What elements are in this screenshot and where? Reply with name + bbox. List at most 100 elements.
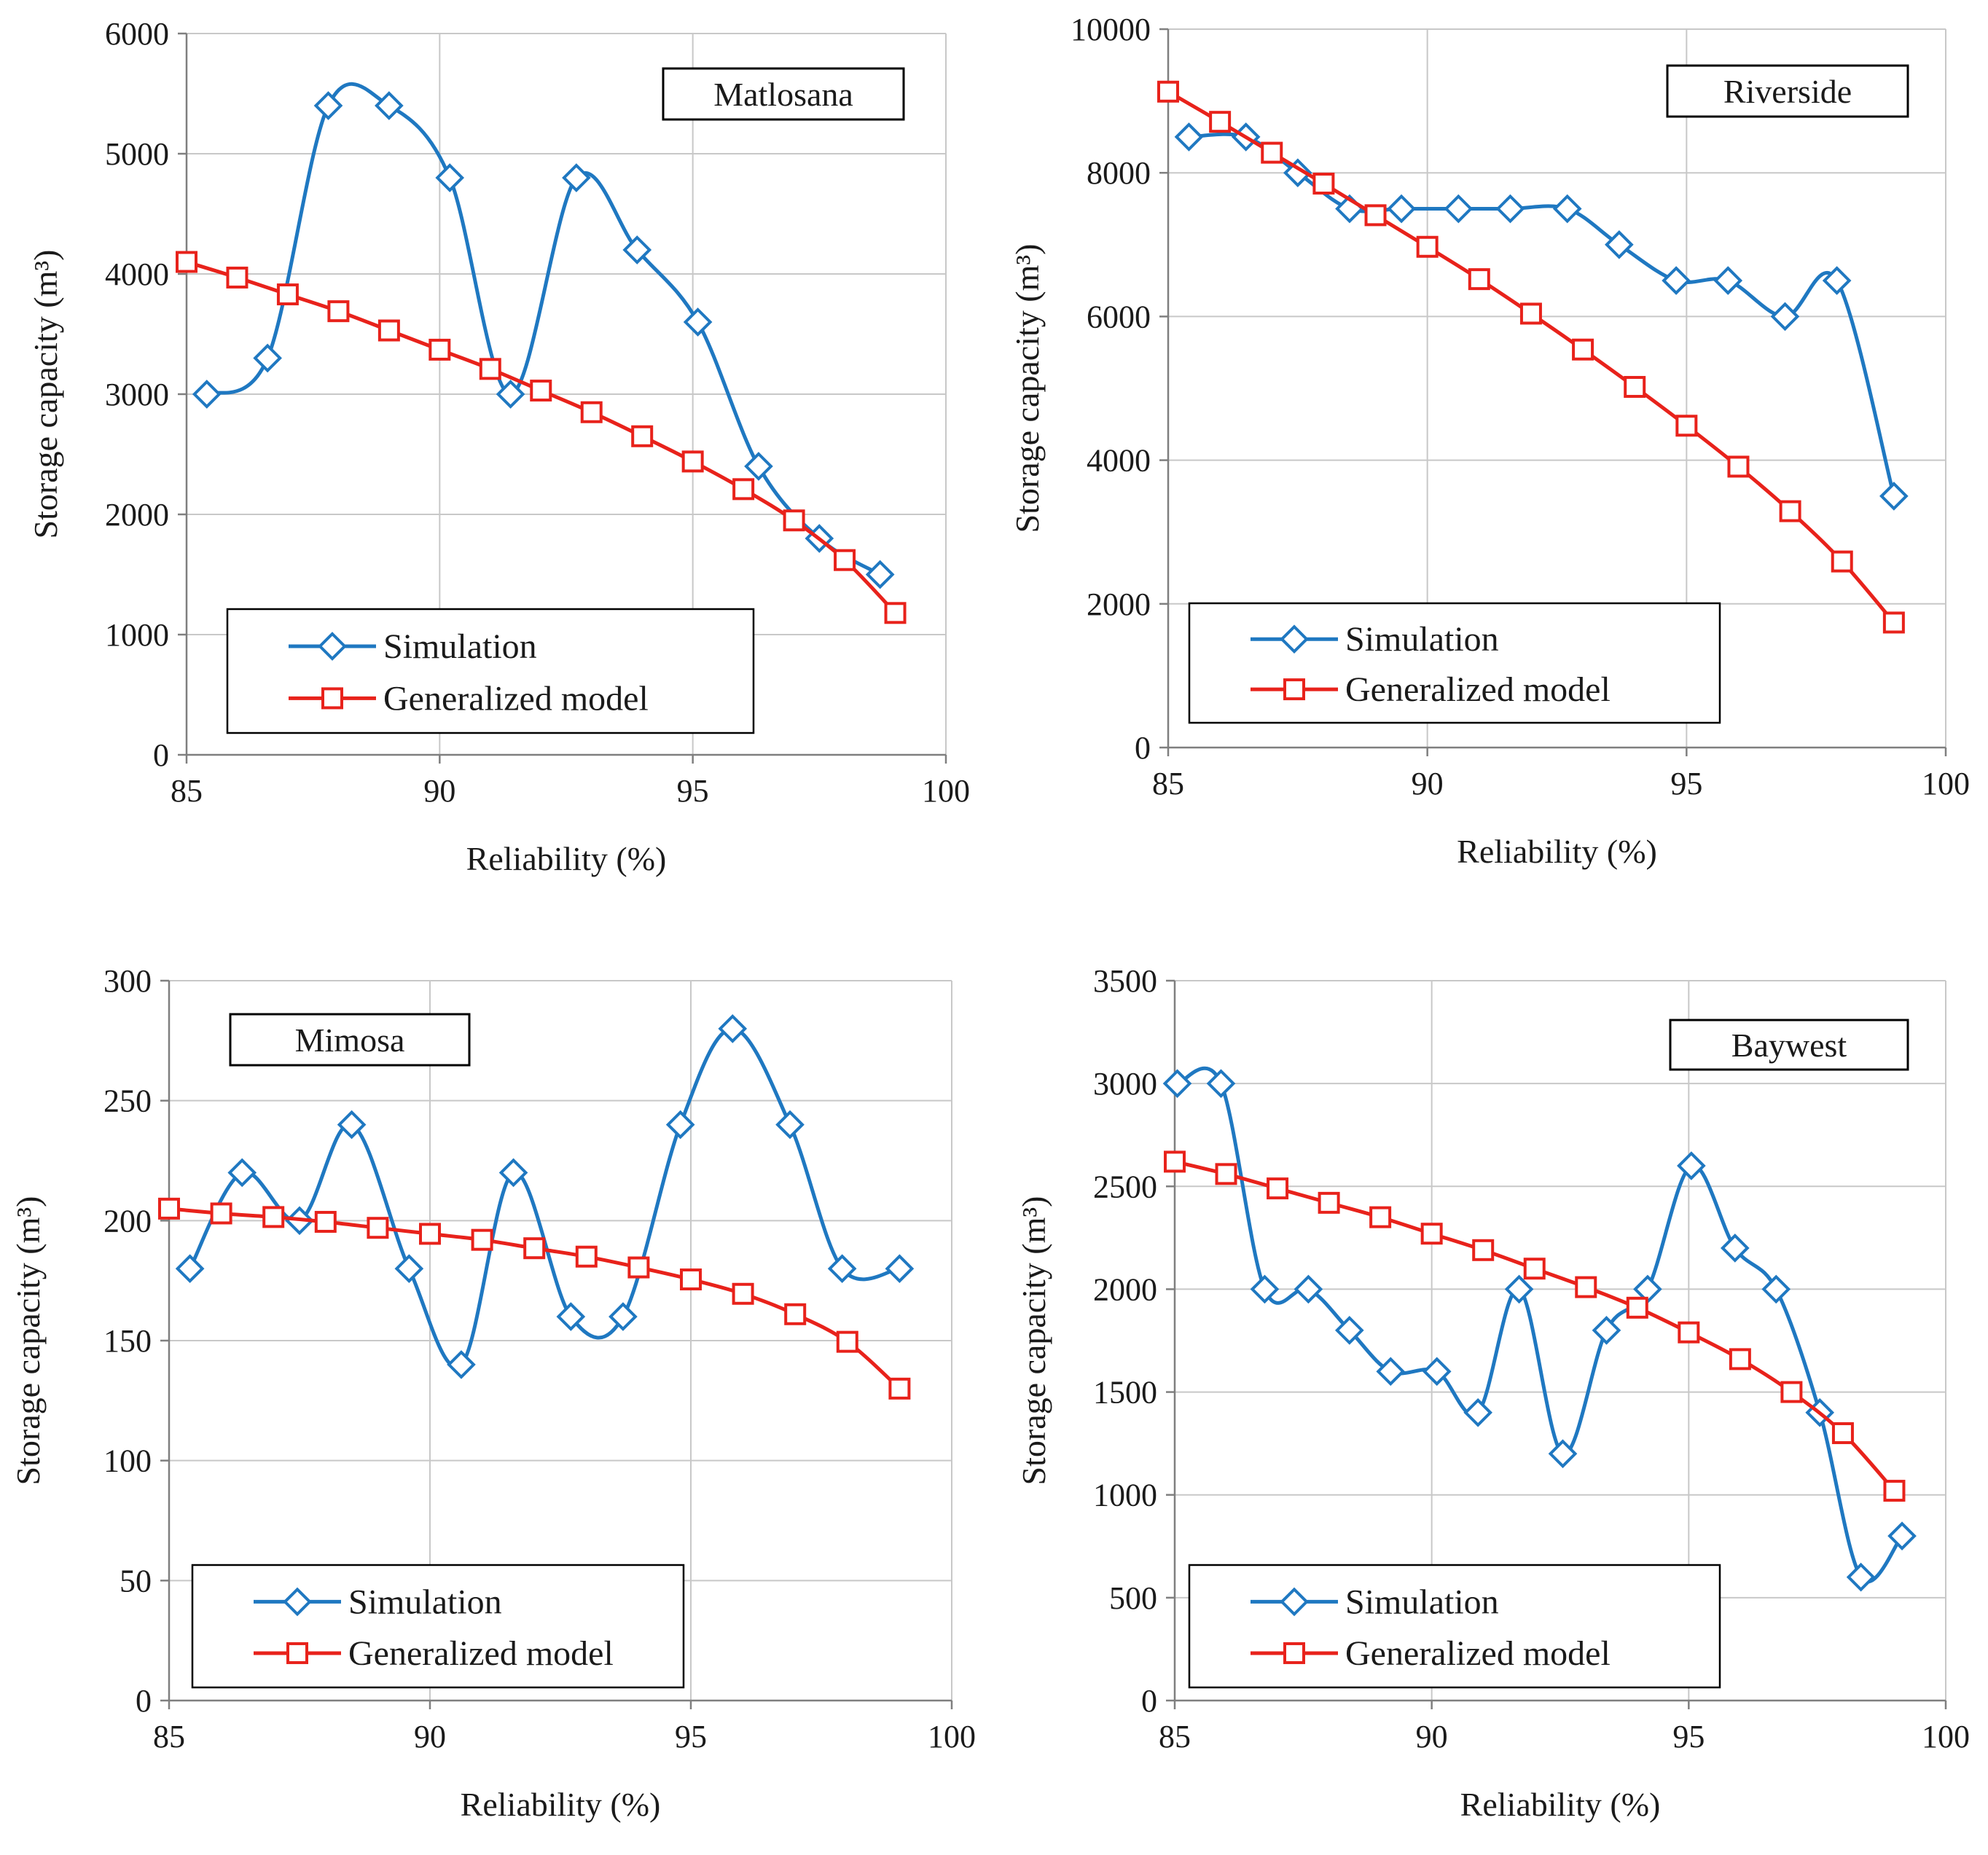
y-tick-label: 0: [136, 1683, 152, 1719]
data-point: [631, 425, 654, 447]
data-point: [1729, 1348, 1751, 1370]
y-tick-label: 6000: [1087, 299, 1151, 334]
series-line: [1176, 1066, 1903, 1584]
data-point: [865, 560, 895, 589]
data-point: [314, 1210, 337, 1233]
legend-diamond-icon: [283, 1587, 312, 1617]
data-point: [575, 1245, 598, 1268]
data-point: [744, 452, 773, 481]
y-tick-label: 6000: [105, 16, 169, 52]
data-point: [1879, 482, 1909, 511]
y-tick-label: 3000: [1093, 1066, 1157, 1102]
x-tick-label: 100: [1922, 1719, 1970, 1754]
data-point: [498, 1158, 528, 1188]
data-point: [375, 91, 404, 120]
data-point: [1157, 80, 1179, 103]
chart-riverside: 0 2000 4000 6000 8000 10000 85 90 95 100 Reliabili…: [1009, 12, 1970, 870]
x-tick-label: 95: [1672, 1719, 1705, 1754]
data-point: [680, 1268, 702, 1291]
series-line: [1174, 1159, 1896, 1492]
series-line: [168, 1207, 901, 1390]
data-point: [732, 1282, 754, 1305]
data-point: [885, 1254, 915, 1284]
data-point: [337, 1110, 367, 1140]
x-axis-title: Reliability (%): [466, 840, 667, 877]
data-point: [1572, 338, 1594, 361]
data-point: [1548, 1439, 1578, 1469]
series-simulation: [1162, 1066, 1917, 1592]
data-point: [1364, 204, 1387, 227]
y-tick-label: 2000: [1087, 587, 1151, 622]
data-point: [394, 1254, 424, 1284]
y-tick-label: 50: [120, 1563, 152, 1599]
data-point: [1831, 550, 1853, 573]
y-tick-label: 10000: [1071, 12, 1151, 47]
data-point: [276, 283, 299, 306]
data-point: [1831, 1422, 1854, 1445]
legend-border: [1188, 602, 1721, 724]
data-point: [665, 1110, 695, 1140]
y-tick-label: 0: [1135, 730, 1151, 766]
station-label: Mimosa: [295, 1021, 405, 1059]
data-point: [428, 338, 451, 361]
y-tick-label: 2000: [1093, 1271, 1157, 1307]
data-point: [377, 319, 400, 342]
series-line: [186, 260, 897, 615]
data-point: [1770, 302, 1800, 332]
data-point: [262, 1206, 285, 1228]
x-tick-label: 100: [922, 773, 970, 809]
x-tick-label: 85: [153, 1719, 185, 1754]
series-line: [206, 82, 881, 576]
legend-square-icon: [1283, 1642, 1305, 1664]
y-tick-label: 100: [103, 1443, 152, 1479]
data-point: [681, 450, 704, 473]
series-generalized-model: [158, 1197, 911, 1400]
data-point: [622, 235, 652, 264]
data-point: [1495, 194, 1525, 224]
chart-matlosana: 0 1000 2000 3000 4000 5000 6000 85 90 95 100 Reliab…: [27, 16, 970, 877]
y-tick-label: 1000: [1093, 1478, 1157, 1513]
data-point: [1174, 122, 1204, 152]
data-point: [627, 1256, 650, 1279]
legend-label: Simulation: [348, 1583, 502, 1621]
data-point: [471, 1228, 493, 1251]
legend-border: [191, 1564, 685, 1689]
data-point: [253, 343, 282, 373]
series-generalized-model: [1157, 80, 1905, 634]
data-point: [834, 549, 856, 571]
series-line: [188, 1027, 900, 1369]
legend: Simulation Generalized model: [226, 608, 755, 734]
legend-label: Generalized model: [1345, 1634, 1611, 1673]
series-simulation: [175, 1014, 915, 1379]
legend-border: [1188, 1564, 1721, 1689]
data-point: [1312, 172, 1335, 195]
data-point: [1592, 1316, 1621, 1345]
x-axis-title: Reliability (%): [1460, 1786, 1661, 1823]
data-point: [1504, 1274, 1534, 1304]
x-tick-label: 95: [675, 1719, 707, 1754]
station-label-border: [1669, 1019, 1909, 1071]
legend-diamond-icon: [1280, 1587, 1309, 1617]
data-point: [1626, 1296, 1648, 1319]
legend: Simulation Generalized model: [191, 1564, 685, 1689]
x-tick-label: 85: [1159, 1719, 1191, 1754]
data-point: [1678, 1321, 1700, 1344]
y-tick-label: 4000: [105, 256, 169, 292]
data-point: [1422, 1357, 1452, 1387]
y-tick-label: 0: [1141, 1683, 1157, 1719]
data-point: [1677, 1151, 1706, 1180]
data-point: [176, 251, 197, 273]
data-point: [1822, 266, 1852, 295]
legend-square-icon: [321, 687, 343, 710]
data-point: [367, 1217, 389, 1239]
chart-mimosa: 0 50 100 150 200 250 300 85 90 95 100 Reliability (…: [9, 963, 976, 1823]
data-point: [479, 358, 501, 380]
legend-label: Generalized model: [1345, 670, 1611, 709]
legend-label: Simulation: [1345, 620, 1499, 659]
data-point: [1575, 1276, 1597, 1298]
data-point: [1463, 1397, 1492, 1427]
station-label-box: Mimosa: [229, 1013, 471, 1067]
legend: Simulation Generalized model: [1188, 602, 1721, 724]
data-point: [1624, 376, 1646, 399]
data-point: [175, 1254, 205, 1284]
